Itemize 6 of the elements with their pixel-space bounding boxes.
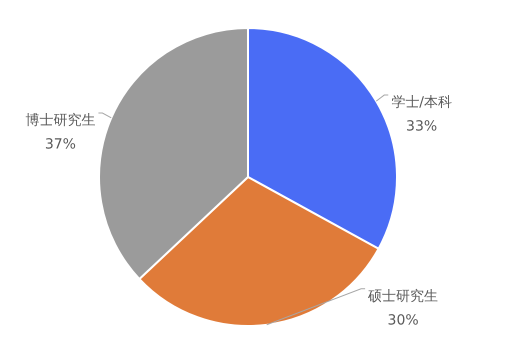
data-label: 37% [44, 136, 76, 153]
data-label: 33% [406, 118, 438, 135]
slice-label: 硕士研究生 [367, 288, 438, 304]
slice-label: 博士研究生 [25, 112, 96, 129]
slice-label: 学士/本科 [391, 94, 452, 111]
data-label: 30% [388, 312, 419, 328]
